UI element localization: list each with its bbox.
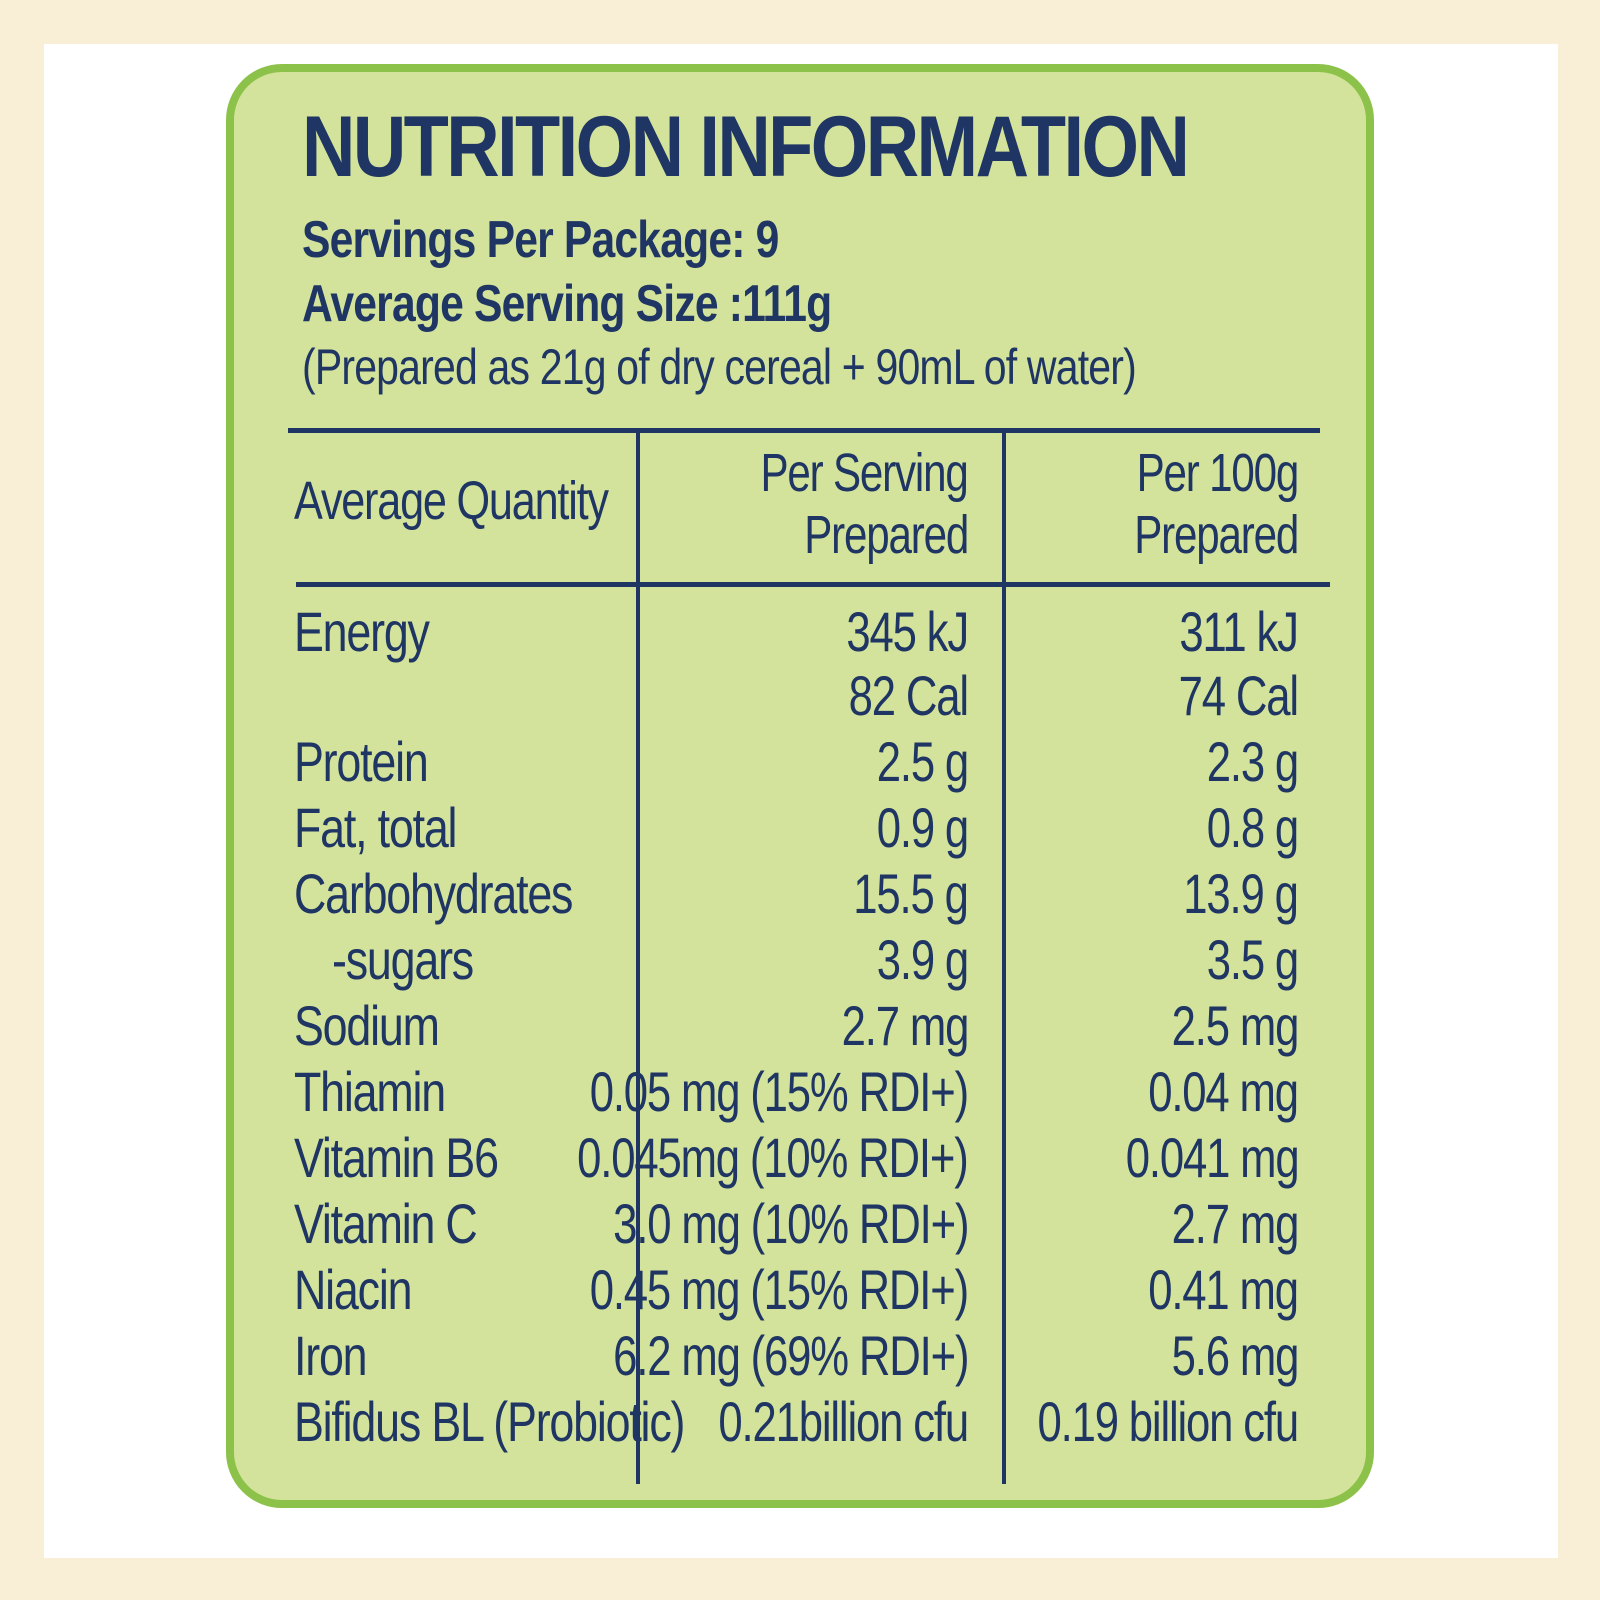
row-per-100g: 2.3 g <box>1206 730 1299 793</box>
row-label: -sugars <box>332 928 474 991</box>
row-per-100g: 0.8 g <box>1206 796 1299 859</box>
row-label: Sodium <box>294 994 440 1057</box>
header-average-quantity: Average Quantity <box>294 471 609 531</box>
row-per-serving: 0.05 mg (15% RDI+) <box>589 1060 969 1123</box>
row-label: Iron <box>294 1324 368 1387</box>
row-per-100g: 3.5 g <box>1206 928 1299 991</box>
row-per-100g: 0.41 mg <box>1148 1258 1299 1321</box>
row-per-serving: 15.5 g <box>853 862 970 925</box>
servings-per-package: Servings Per Package: 9 <box>302 211 779 269</box>
row-label: Energy <box>294 600 430 663</box>
panel-title: NUTRITION INFORMATION <box>302 99 1190 195</box>
row-label: Vitamin C <box>294 1192 478 1255</box>
row-label: Bifidus BL (Probiotic) <box>294 1390 685 1453</box>
row-label: Niacin <box>294 1258 412 1321</box>
prepared-note: (Prepared as 21g of dry cereal + 90mL of… <box>302 339 1137 395</box>
column-divider-1 <box>636 432 640 1484</box>
row-per-100g: 2.5 mg <box>1171 994 1299 1057</box>
row-per-serving: 3.0 mg (10% RDI+) <box>612 1192 969 1255</box>
nutrition-panel <box>226 64 1374 1508</box>
row-per-serving: 2.7 mg <box>841 994 969 1057</box>
row-label: Thiamin <box>294 1060 446 1123</box>
row-per-serving: 82 Cal <box>848 664 969 727</box>
row-per-100g: 311 kJ <box>1179 600 1300 663</box>
row-label: Carbohydrates <box>294 862 573 925</box>
header-per-serving-line1: Per Serving <box>760 443 969 503</box>
row-per-serving: 3.9 g <box>876 928 969 991</box>
row-per-serving: 0.045mg (10% RDI+) <box>577 1126 970 1189</box>
row-per-serving: 0.9 g <box>876 796 969 859</box>
row-label: Protein <box>294 730 429 793</box>
average-serving-size: Average Serving Size :111g <box>302 275 832 333</box>
table-top-rule <box>288 428 1320 433</box>
row-per-serving: 0.21billion cfu <box>718 1390 969 1453</box>
header-per-serving-line2: Prepared <box>804 505 969 565</box>
row-per-serving: 0.45 mg (15% RDI+) <box>589 1258 969 1321</box>
row-per-serving: 2.5 g <box>876 730 969 793</box>
row-label: Fat, total <box>294 796 457 859</box>
row-per-100g: 0.04 mg <box>1148 1060 1299 1123</box>
row-per-serving: 345 kJ <box>846 600 969 663</box>
row-label: Vitamin B6 <box>294 1126 499 1189</box>
row-per-100g: 0.041 mg <box>1125 1126 1299 1189</box>
column-divider-2 <box>1002 432 1006 1484</box>
row-per-serving: 6.2 mg (69% RDI+) <box>612 1324 969 1387</box>
row-per-100g: 5.6 mg <box>1171 1324 1299 1387</box>
header-per-100g-line2: Prepared <box>1134 505 1299 565</box>
table-header-rule <box>296 582 1330 587</box>
row-per-100g: 74 Cal <box>1178 664 1299 727</box>
header-per-100g-line1: Per 100g <box>1136 443 1299 503</box>
row-per-100g: 2.7 mg <box>1171 1192 1299 1255</box>
row-per-100g: 13.9 g <box>1183 862 1300 925</box>
row-per-100g: 0.19 billion cfu <box>1037 1390 1299 1453</box>
